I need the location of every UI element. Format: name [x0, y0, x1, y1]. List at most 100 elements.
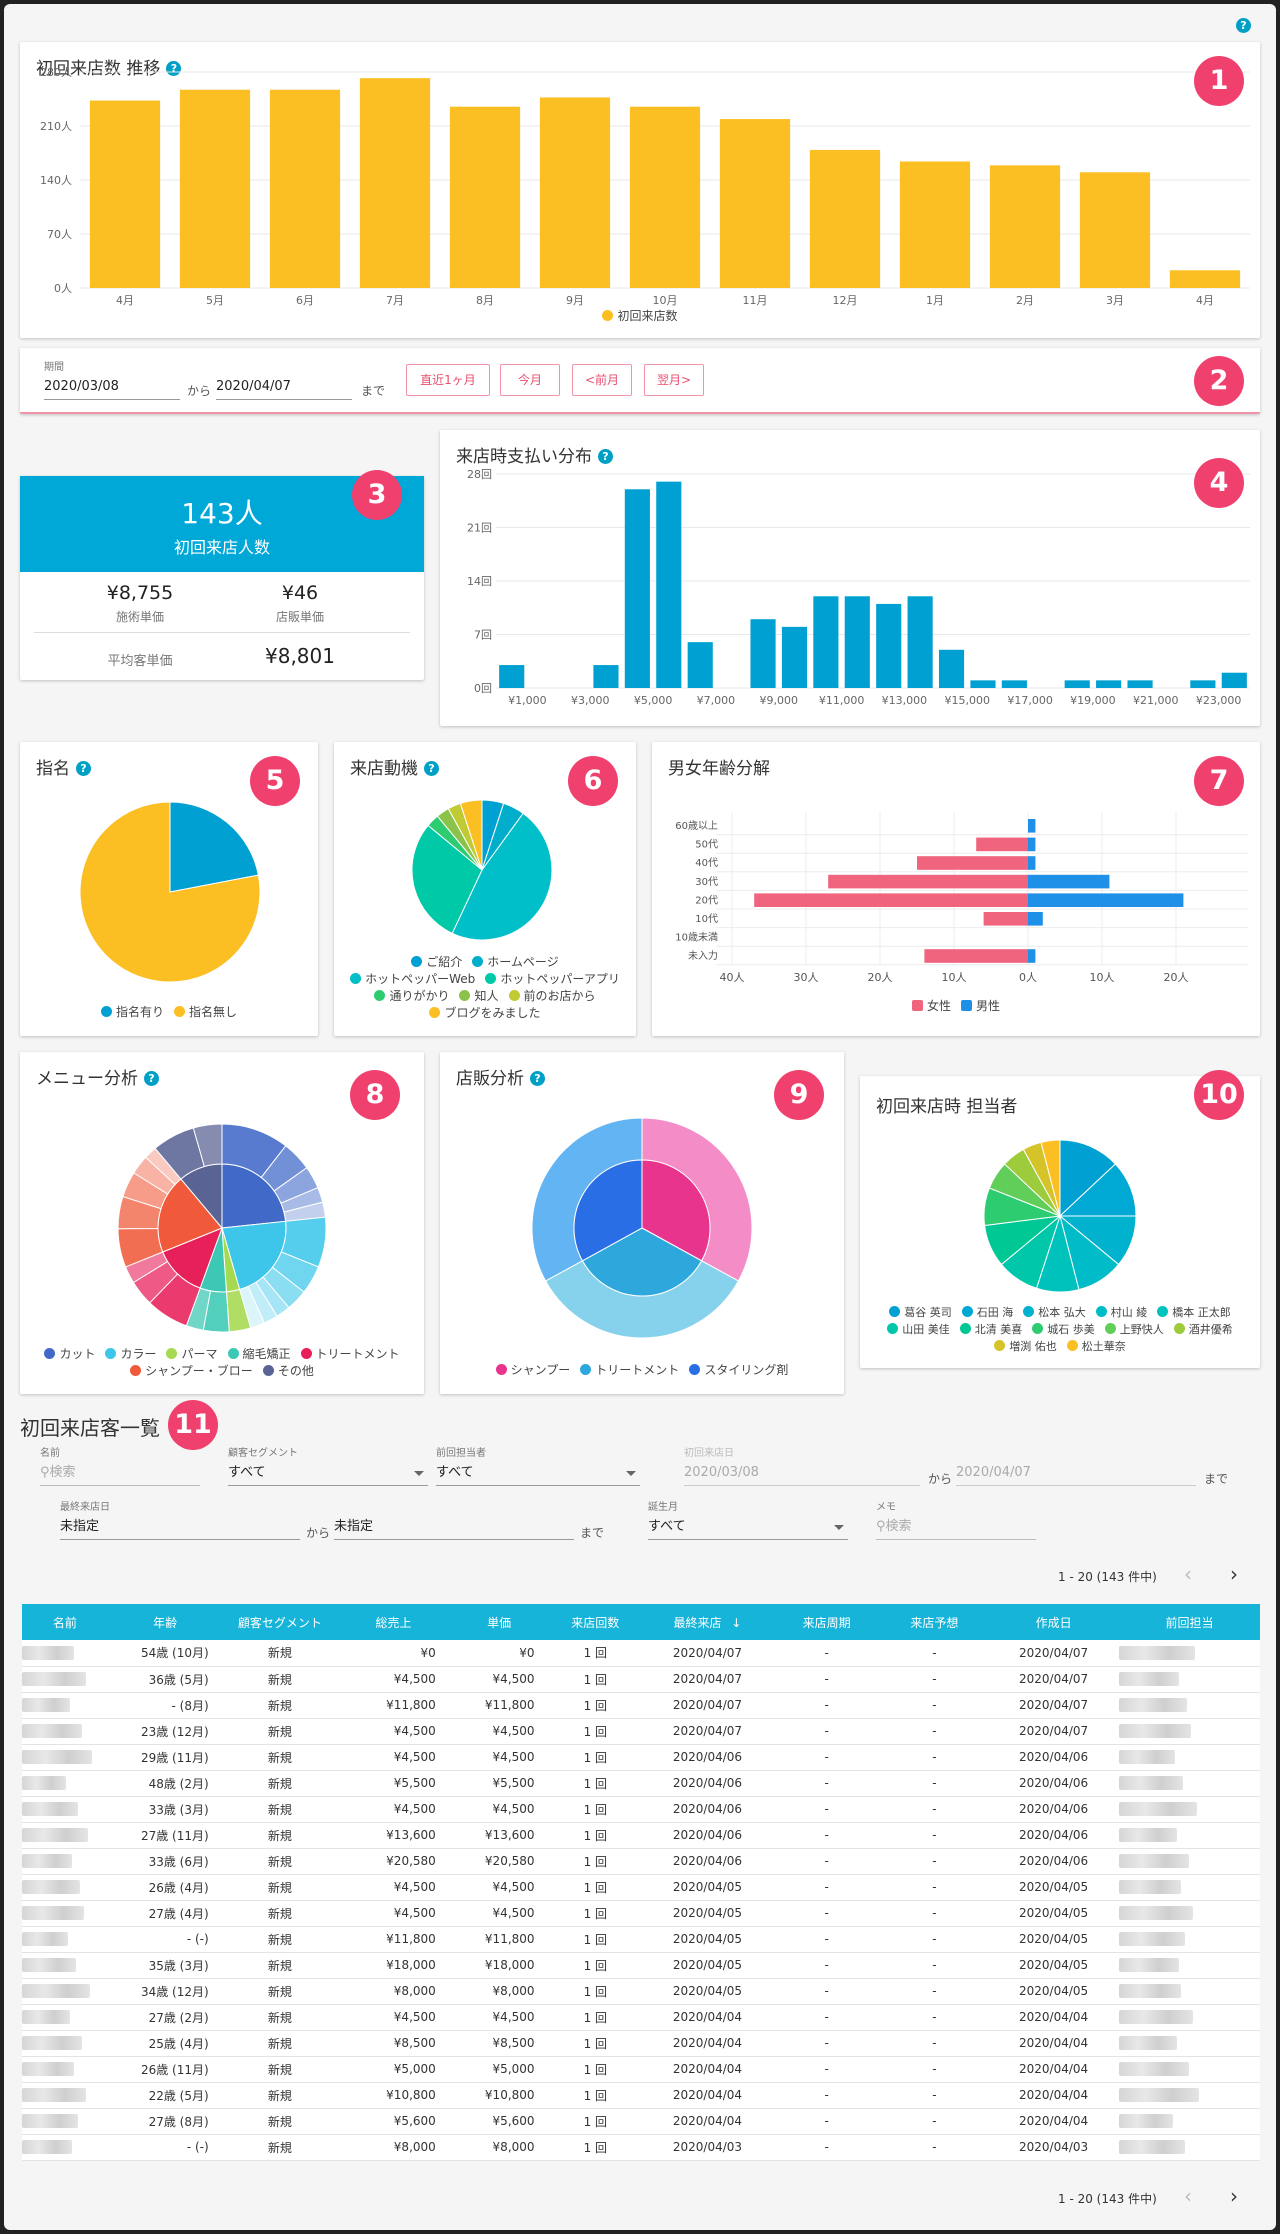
legend-item[interactable]: 上野快人	[1104, 1321, 1164, 1338]
legend-item[interactable]: その他	[262, 1363, 314, 1380]
table-row[interactable]: 26歳 (11月) 新規 ¥5,000 ¥5,000 1 回 2020/04/04- -20…	[22, 2056, 1260, 2083]
customer-name-cell[interactable]	[22, 2030, 108, 2057]
customer-name-cell[interactable]	[22, 1718, 108, 1745]
segment-select[interactable]: すべて	[228, 1462, 428, 1486]
last-visit-to-input[interactable]: 未指定	[334, 1516, 574, 1540]
table-row[interactable]: 33歳 (6月) 新規 ¥20,580 ¥20,580 1 回 2020/04/06- -2…	[22, 1848, 1260, 1875]
legend-item[interactable]: 松土華奈	[1066, 1338, 1126, 1355]
customer-name-cell[interactable]	[22, 2004, 108, 2031]
legend-item[interactable]: 通りがかり	[374, 988, 449, 1005]
legend-item[interactable]: トリートメント	[300, 1346, 400, 1363]
prev-staff-select[interactable]: すべて	[436, 1462, 640, 1486]
legend-item[interactable]: 前のお店から	[508, 988, 596, 1005]
memo-search-input[interactable]: ⚲検索	[876, 1516, 1036, 1540]
table-row[interactable]: 34歳 (12月) 新規 ¥8,000 ¥8,000 1 回 2020/04/05- -20…	[22, 1978, 1260, 2005]
legend-item[interactable]: 葛谷 英司	[889, 1304, 952, 1321]
column-header[interactable]: 来店予想	[880, 1604, 989, 1640]
legend-item[interactable]: 石田 海	[961, 1304, 1013, 1321]
customer-name-cell[interactable]	[22, 1900, 108, 1927]
next-page-button-bottom[interactable]: ›	[1230, 2184, 1238, 2208]
table-row[interactable]: 22歳 (5月) 新規 ¥10,800 ¥10,800 1 回 2020/04/04- -2…	[22, 2082, 1260, 2109]
legend-item[interactable]: ブログをみました	[429, 1005, 541, 1022]
customer-name-cell[interactable]	[22, 1666, 108, 1693]
customer-name-cell[interactable]	[22, 2134, 108, 2161]
birth-month-select[interactable]: すべて	[648, 1516, 848, 1540]
legend-item[interactable]: ホームページ	[472, 954, 559, 971]
legend-item[interactable]: 山田 美佳	[887, 1321, 950, 1338]
help-icon[interactable]: ?	[424, 761, 439, 776]
column-header[interactable]: 顧客セグメント	[222, 1604, 338, 1640]
customer-name-cell[interactable]	[22, 1874, 108, 1901]
table-row[interactable]: 25歳 (4月) 新規 ¥8,500 ¥8,500 1 回 2020/04/04- -202…	[22, 2030, 1260, 2057]
table-row[interactable]: 29歳 (11月) 新規 ¥4,500 ¥4,500 1 回 2020/04/06- -20…	[22, 1744, 1260, 1771]
customer-name-cell[interactable]	[22, 1848, 108, 1875]
prev-page-button-bottom[interactable]: ‹	[1184, 2184, 1192, 2208]
customer-name-cell[interactable]	[22, 1952, 108, 1979]
legend-item[interactable]: 指名無し	[174, 1004, 237, 1021]
legend-item[interactable]: トリートメント	[580, 1362, 679, 1379]
this-month-button[interactable]: 今月	[500, 364, 560, 396]
name-search-input[interactable]: ⚲検索	[40, 1462, 200, 1486]
first-visit-to-input[interactable]: 2020/04/07	[956, 1462, 1196, 1486]
help-icon[interactable]: ?	[144, 1071, 159, 1086]
customer-name-cell[interactable]	[22, 1926, 108, 1953]
table-row[interactable]: - (8月) 新規 ¥11,800 ¥11,800 1 回 2020/04/07- -202…	[22, 1692, 1260, 1719]
last-month-button[interactable]: 直近1ヶ月	[406, 364, 490, 396]
help-icon[interactable]: ?	[530, 1071, 545, 1086]
help-icon[interactable]: ?	[76, 761, 91, 776]
start-date-input[interactable]: 2020/03/08	[44, 376, 180, 400]
column-header[interactable]: 総売上	[337, 1604, 450, 1640]
last-visit-from-input[interactable]: 未指定	[60, 1516, 300, 1540]
next-month-button[interactable]: 翌月>	[644, 364, 704, 396]
table-row[interactable]: 48歳 (2月) 新規 ¥5,500 ¥5,500 1 回 2020/04/06- -202…	[22, 1770, 1260, 1797]
table-row[interactable]: 54歳 (10月) 新規 ¥0 ¥0 1 回 2020/04/07- -2020/04/07	[22, 1640, 1260, 1667]
customer-name-cell[interactable]	[22, 1796, 108, 1823]
table-row[interactable]: 33歳 (3月) 新規 ¥4,500 ¥4,500 1 回 2020/04/06- -202…	[22, 1796, 1260, 1823]
legend-item[interactable]: 男性	[961, 998, 1000, 1015]
legend-item[interactable]: 酒井優希	[1173, 1321, 1233, 1338]
table-row[interactable]: - (-) 新規 ¥11,800 ¥11,800 1 回 2020/04/05- -2020…	[22, 1926, 1260, 1953]
legend-item[interactable]: シャンプー	[495, 1362, 570, 1379]
legend-item[interactable]: 北清 美喜	[959, 1321, 1022, 1338]
legend-item[interactable]: 知人	[459, 988, 499, 1005]
column-header[interactable]: 作成日	[988, 1604, 1119, 1640]
page-help-icon[interactable]: ?	[1236, 18, 1251, 33]
column-header[interactable]: 前回担当	[1119, 1604, 1260, 1640]
column-header[interactable]: 来店回数	[548, 1604, 643, 1640]
legend-item[interactable]: ご紹介	[411, 954, 462, 971]
legend-item[interactable]: ホットペッパーアプリ	[485, 971, 620, 988]
table-row[interactable]: 27歳 (4月) 新規 ¥4,500 ¥4,500 1 回 2020/04/05- -202…	[22, 1900, 1260, 1927]
customer-name-cell[interactable]	[22, 1744, 108, 1771]
column-header[interactable]: 来店周期	[772, 1604, 881, 1640]
table-row[interactable]: 23歳 (12月) 新規 ¥4,500 ¥4,500 1 回 2020/04/07- -20…	[22, 1718, 1260, 1745]
legend-item[interactable]: 女性	[911, 998, 951, 1015]
legend-item[interactable]: シャンプー・ブロー	[130, 1363, 253, 1380]
table-row[interactable]: 27歳 (8月) 新規 ¥5,600 ¥5,600 1 回 2020/04/04- -202…	[22, 2108, 1260, 2135]
table-row[interactable]: 26歳 (4月) 新規 ¥4,500 ¥4,500 1 回 2020/04/05- -202…	[22, 1874, 1260, 1901]
legend-item[interactable]: 城石 歩美	[1032, 1321, 1095, 1338]
first-visit-from-input[interactable]: 2020/03/08	[684, 1462, 920, 1486]
customer-name-cell[interactable]	[22, 1640, 108, 1667]
sort-arrow-icon[interactable]: ↓	[727, 1615, 742, 1630]
customer-name-cell[interactable]	[22, 1822, 108, 1849]
legend-item[interactable]: 増渕 佑也	[994, 1338, 1057, 1355]
customer-name-cell[interactable]	[22, 2108, 108, 2135]
prev-month-button[interactable]: <前月	[572, 364, 632, 396]
column-header[interactable]: 年齢	[107, 1604, 223, 1640]
prev-page-button[interactable]: ‹	[1184, 1562, 1192, 1586]
legend-item[interactable]: 指名有り	[100, 1004, 164, 1021]
legend-item[interactable]: 村山 綾	[1095, 1304, 1147, 1321]
column-header[interactable]: 単価	[449, 1604, 549, 1640]
table-row[interactable]: 35歳 (3月) 新規 ¥18,000 ¥18,000 1 回 2020/04/05- -2…	[22, 1952, 1260, 1979]
column-header[interactable]: 名前	[22, 1604, 108, 1640]
table-row[interactable]: 27歳 (2月) 新規 ¥4,500 ¥4,500 1 回 2020/04/04- -202…	[22, 2004, 1260, 2031]
table-row[interactable]: - (-) 新規 ¥8,000 ¥8,000 1 回 2020/04/03- -2020/0…	[22, 2134, 1260, 2161]
end-date-input[interactable]: 2020/04/07	[216, 376, 352, 400]
legend-item[interactable]: 縮毛矯正	[227, 1346, 291, 1363]
legend-item[interactable]: パーマ	[166, 1346, 218, 1363]
legend-item[interactable]: ホットペッパーWeb	[350, 971, 475, 988]
customer-name-cell[interactable]	[22, 1978, 108, 2005]
legend-item[interactable]: カラー	[105, 1346, 156, 1363]
customer-name-cell[interactable]	[22, 1770, 108, 1797]
table-row[interactable]: 27歳 (11月) 新規 ¥13,600 ¥13,600 1 回 2020/04/06- -…	[22, 1822, 1260, 1849]
